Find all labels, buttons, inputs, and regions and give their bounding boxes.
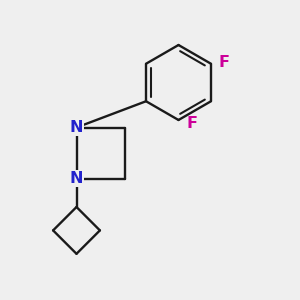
Text: N: N: [70, 171, 83, 186]
Text: F: F: [218, 55, 230, 70]
Text: F: F: [186, 116, 197, 130]
Text: N: N: [70, 120, 83, 135]
